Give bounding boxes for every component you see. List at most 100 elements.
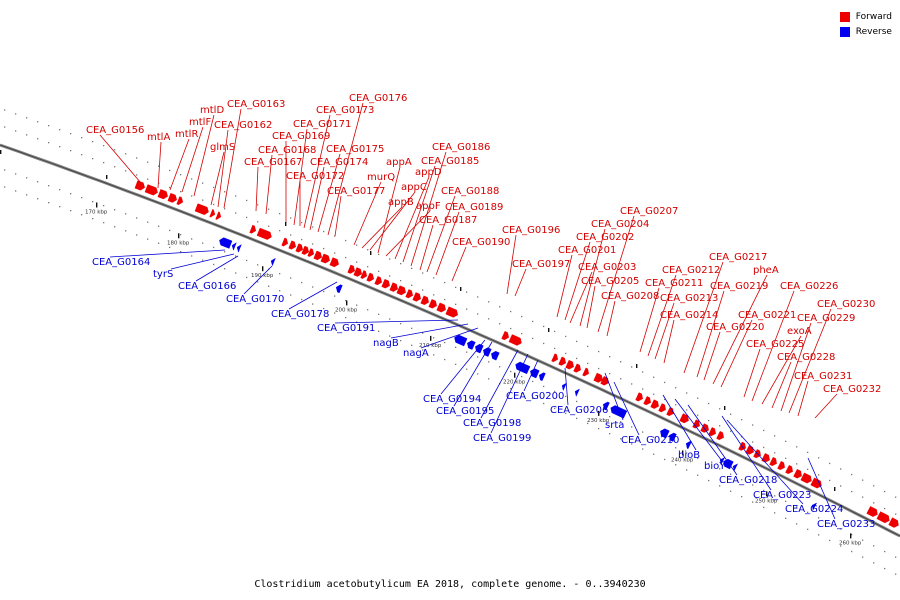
forward-leader-line <box>703 331 721 381</box>
guide-dot <box>15 173 17 175</box>
guide-dot <box>334 252 336 254</box>
guide-dots-upper <box>4 126 897 515</box>
guide-dot <box>191 195 193 197</box>
guide-dot <box>587 345 589 348</box>
forward-leader-line <box>210 151 225 206</box>
reverse-gene-block <box>574 388 580 397</box>
guide-dot <box>59 146 61 148</box>
reverse-leader-line <box>453 341 493 407</box>
guide-dot <box>565 352 567 355</box>
guide-dot <box>521 392 523 395</box>
guide-dot <box>37 181 39 183</box>
guide-dot <box>169 186 171 189</box>
guide-dot <box>81 197 83 199</box>
reverse-gene-label: CEA_G0198 <box>463 418 521 429</box>
guide-dot <box>400 323 402 325</box>
forward-gene-block <box>428 299 437 309</box>
forward-gene-label: murQ <box>367 172 395 183</box>
forward-gene-block <box>716 431 724 441</box>
guide-dot <box>785 517 787 519</box>
forward-gene-block <box>412 292 421 302</box>
scale-tick-mark <box>682 450 684 456</box>
forward-gene-block <box>288 240 297 250</box>
guide-dot <box>609 433 611 435</box>
forward-gene-block <box>381 278 390 289</box>
forward-gene-blocks <box>134 180 899 528</box>
guide-dot <box>378 313 380 315</box>
guide-dot <box>279 230 281 232</box>
scale-tick-mark <box>96 202 98 208</box>
forward-gene-block <box>508 334 522 346</box>
reverse-gene-block <box>454 334 468 347</box>
guide-dot <box>136 217 138 219</box>
guide-dot <box>807 528 809 530</box>
forward-gene-block <box>593 372 603 383</box>
guide-dot <box>642 371 644 373</box>
forward-gene-block <box>643 396 651 406</box>
guide-dot <box>92 201 94 203</box>
guide-dot <box>488 361 490 363</box>
forward-gene-label: CEA_G0175 <box>326 144 384 155</box>
forward-gene-block <box>888 517 899 528</box>
forward-gene-label: CEA_G0226 <box>780 281 838 292</box>
forward-gene-label: CEA_G0173 <box>316 105 374 116</box>
forward-gene-block <box>366 272 374 282</box>
guide-dot <box>81 154 83 156</box>
guide-dot <box>312 303 314 305</box>
scale-tick-mark <box>850 533 852 539</box>
forward-gene-label: appD <box>415 167 442 178</box>
guide-dot <box>796 523 798 525</box>
guide-dot <box>26 117 28 119</box>
guide-dot <box>620 378 622 380</box>
reverse-leader-line <box>288 281 338 310</box>
forward-gene-block <box>866 506 878 517</box>
guide-dot <box>488 318 490 320</box>
forward-gene-label: CEA_G0187 <box>419 215 477 226</box>
guide-dot <box>686 392 688 394</box>
guide-dot <box>873 545 875 547</box>
reverse-gene-label: CEA_G0164 <box>92 257 150 268</box>
forward-gene-label: CEA_G0162 <box>214 120 272 131</box>
forward-gene-label: CEA_G0168 <box>258 145 316 156</box>
reverse-gene-block <box>270 257 276 267</box>
guide-dot <box>422 349 424 351</box>
reverse-gene-label: CEA_G0170 <box>226 294 284 305</box>
guide-dot <box>642 388 644 390</box>
reverse-gene-block <box>561 382 567 391</box>
guide-dot <box>730 473 732 475</box>
guide-dot <box>202 259 204 261</box>
guide-dot <box>477 373 479 375</box>
forward-leader-line <box>394 176 430 260</box>
guide-dot <box>631 443 633 445</box>
guide-dot <box>70 193 72 195</box>
minor-tick-mark <box>548 328 550 332</box>
reverse-gene-label: CEA_G0223 <box>753 490 811 501</box>
guide-dot <box>411 327 413 329</box>
reverse-leader-line <box>523 359 539 392</box>
guide-dot <box>224 268 226 270</box>
guide-dot <box>488 301 490 303</box>
reverse-gene-label: CEA_G0194 <box>423 394 481 405</box>
reverse-gene-block <box>475 343 484 354</box>
reverse-leader-line <box>604 372 624 421</box>
scale-tick-label: 170 kbp <box>85 210 108 216</box>
guide-dot <box>180 251 182 253</box>
guide-dot <box>279 290 281 292</box>
guide-dot <box>895 513 897 515</box>
guide-dot <box>895 496 897 498</box>
guide-dot <box>730 413 732 415</box>
guide-dot <box>675 447 677 449</box>
guide-dot <box>103 162 105 164</box>
reverse-leader-line <box>490 353 529 434</box>
guide-dot <box>257 204 259 206</box>
guide-dot <box>862 539 864 541</box>
forward-gene-block <box>396 285 406 296</box>
guide-dot <box>191 178 193 180</box>
guide-dot <box>499 366 501 368</box>
forward-gene-block <box>761 453 770 463</box>
forward-gene-block <box>876 511 890 524</box>
guide-dot <box>246 199 248 202</box>
guide-dot <box>576 340 578 343</box>
guide-dot <box>433 337 435 339</box>
forward-leader-line <box>426 195 456 273</box>
